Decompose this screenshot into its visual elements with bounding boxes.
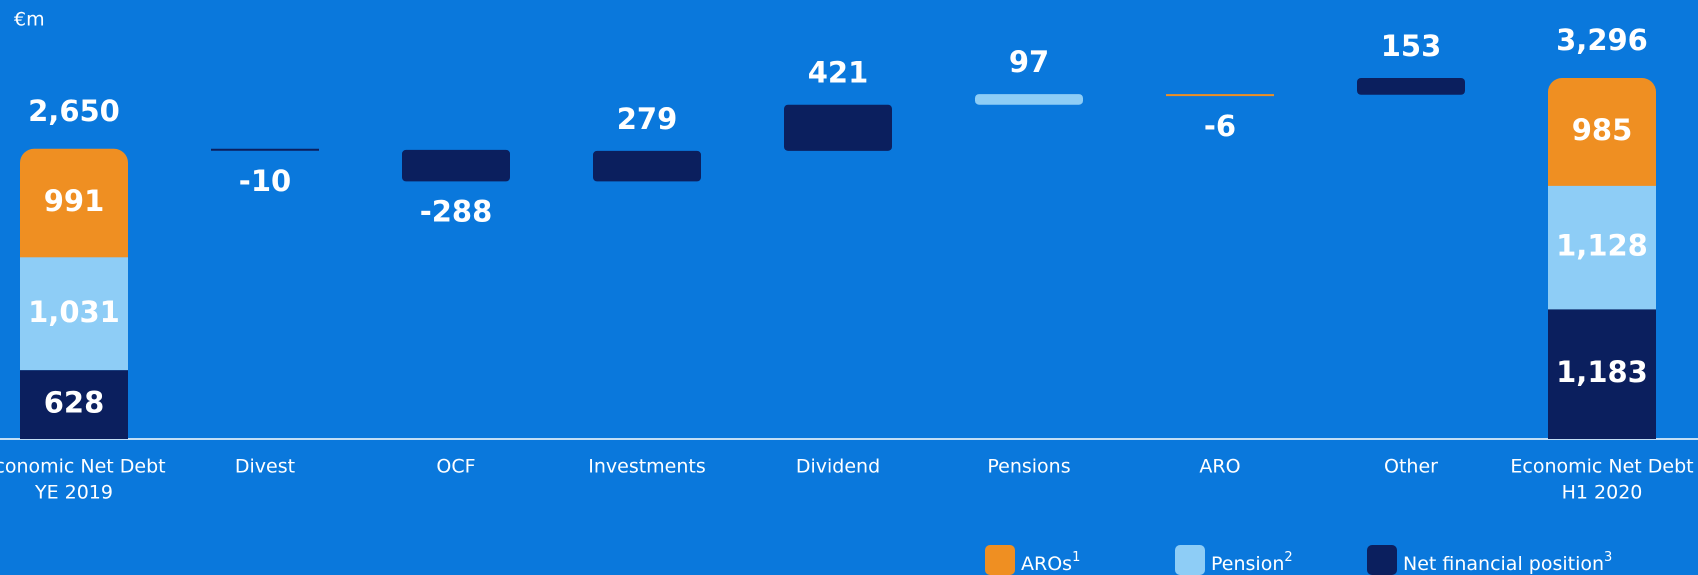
delta-bar — [211, 148, 319, 151]
legend-name: Net financial position — [1403, 553, 1604, 575]
data-label: 1,128 — [1556, 229, 1648, 263]
bar-segment — [20, 370, 128, 439]
x-tick-label: Investments — [588, 456, 706, 478]
legend-label: Net financial position3 — [1403, 550, 1612, 575]
legend-footnote: 3 — [1604, 550, 1612, 565]
bar-segment — [1548, 185, 1656, 310]
bar-segment — [20, 257, 128, 371]
bar-segment — [1548, 309, 1656, 439]
legend-footnote: 2 — [1284, 550, 1292, 565]
legend-footnote: 1 — [1072, 550, 1080, 565]
data-label: -288 — [420, 194, 493, 228]
total-label: 2,650 — [28, 94, 120, 128]
x-tick-label: Economic Net Debt — [0, 456, 166, 478]
data-label: 279 — [617, 102, 678, 136]
legend-swatch — [1367, 545, 1397, 575]
delta-bar — [1166, 94, 1274, 97]
legend-name: AROs — [1021, 553, 1072, 575]
legend-name: Pension — [1211, 553, 1284, 575]
bar-segment — [1548, 78, 1656, 200]
legend-label: Pension2 — [1211, 550, 1293, 575]
x-tick-label: Other — [1384, 456, 1438, 478]
unit-label: €m — [14, 9, 45, 31]
data-label: 628 — [44, 386, 105, 420]
legend-label: AROs1 — [1021, 550, 1080, 575]
x-tick-label: Divest — [235, 456, 295, 478]
delta-bar — [975, 94, 1083, 105]
x-tick-label: OCF — [436, 456, 475, 478]
x-tick-label: YE 2019 — [34, 482, 113, 504]
delta-bar — [1357, 78, 1465, 95]
delta-bar — [402, 149, 510, 182]
data-label: 97 — [1009, 45, 1049, 79]
x-tick-label: Economic Net Debt — [1510, 456, 1693, 478]
delta-bar — [593, 150, 701, 182]
data-label: 421 — [808, 56, 869, 90]
data-label: 991 — [44, 184, 105, 218]
legend-swatch — [1175, 545, 1205, 575]
data-label: 1,031 — [28, 295, 120, 329]
bar-segment — [20, 148, 128, 272]
x-tick-label: Dividend — [796, 456, 880, 478]
delta-bar — [784, 104, 892, 151]
x-tick-label: ARO — [1199, 456, 1240, 478]
data-label: 153 — [1381, 29, 1442, 63]
total-label: 3,296 — [1556, 23, 1648, 57]
data-label: 985 — [1572, 113, 1633, 147]
x-tick-label: Pensions — [987, 456, 1070, 478]
x-tick-label: H1 2020 — [1562, 482, 1643, 504]
data-label: -6 — [1204, 109, 1236, 143]
data-label: 1,183 — [1556, 355, 1648, 389]
data-label: -10 — [239, 164, 291, 198]
legend-swatch — [985, 545, 1015, 575]
